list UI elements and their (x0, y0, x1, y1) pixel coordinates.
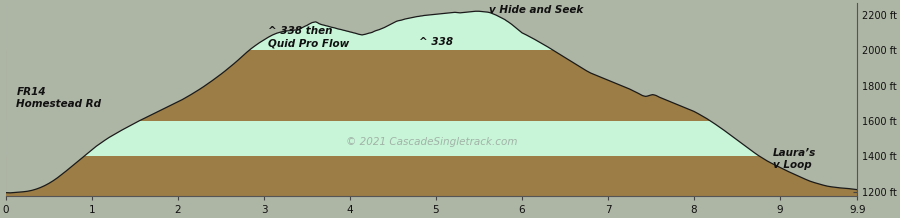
Text: Laura’s
v Loop: Laura’s v Loop (773, 148, 816, 170)
Bar (6, 121, 858, 157)
Bar (6, 157, 858, 196)
Bar (6, 51, 858, 121)
Text: ^ 338: ^ 338 (418, 37, 453, 47)
Text: ^ 338 then
Quid Pro Flow: ^ 338 then Quid Pro Flow (268, 26, 349, 48)
Text: © 2021 CascadeSingletrack.com: © 2021 CascadeSingletrack.com (346, 137, 518, 147)
Text: FR14
Homestead Rd: FR14 Homestead Rd (16, 87, 102, 109)
Text: v Hide and Seek: v Hide and Seek (490, 5, 583, 15)
Bar (6, 3, 858, 51)
Polygon shape (6, 3, 858, 193)
